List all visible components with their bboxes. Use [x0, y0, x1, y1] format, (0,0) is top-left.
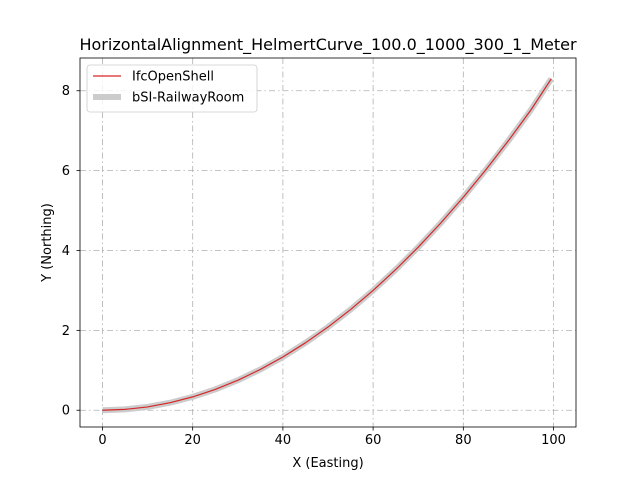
axis-ticks: 0 20 40 60 80 100 0 2 4 6 8 — [62, 84, 566, 448]
legend: IfcOpenShell bSI-RailwayRoom — [86, 64, 258, 113]
x-tick-label: 0 — [98, 433, 106, 448]
plot-frame — [79, 57, 577, 428]
legend-label-ifcopenshell: IfcOpenShell — [132, 70, 214, 85]
y-tick-label: 0 — [62, 404, 70, 419]
series-line-ifcopenshell — [102, 78, 552, 411]
chart-title: HorizontalAlignment_HelmertCurve_100.0_1… — [79, 35, 576, 55]
x-tick-label: 60 — [365, 433, 382, 448]
y-tick-label: 4 — [62, 244, 70, 259]
x-tick-label: 80 — [455, 433, 472, 448]
x-tick-label: 100 — [541, 433, 566, 448]
legend-label-bsi-railwayroom: bSI-RailwayRoom — [132, 91, 244, 106]
x-axis-label: X (Easting) — [292, 456, 363, 471]
y-tick-label: 6 — [62, 164, 70, 179]
x-tick-label: 40 — [275, 433, 292, 448]
series-layer — [102, 77, 554, 414]
y-tick-label: 8 — [62, 84, 70, 99]
legend-box — [86, 64, 258, 113]
y-tick-label: 2 — [62, 324, 70, 339]
y-axis-label: Y (Northing) — [40, 203, 55, 283]
x-tick-label: 20 — [184, 433, 201, 448]
